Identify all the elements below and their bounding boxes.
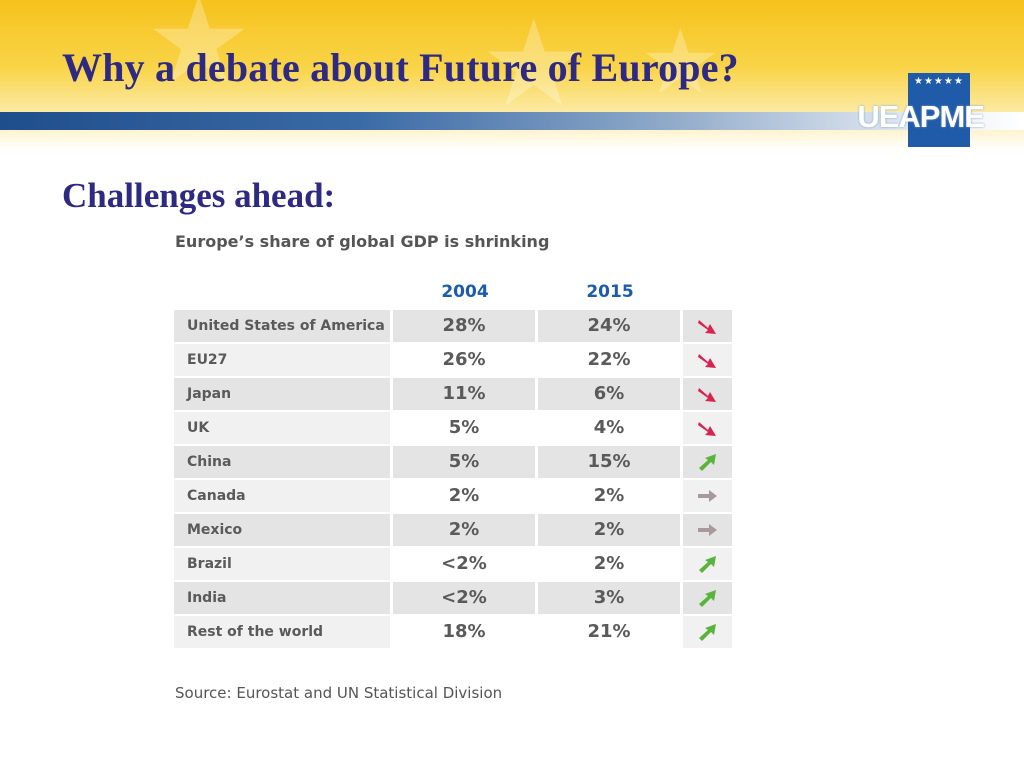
table-row: UK 5% 4% (174, 412, 732, 444)
value-2015: 4% (538, 412, 680, 444)
value-2015: 24% (538, 310, 680, 342)
header-banner: ★ ★ ★ (0, 0, 1024, 150)
row-label: India (174, 582, 390, 614)
row-label: Canada (174, 480, 390, 512)
arrow-up-right-icon (699, 590, 716, 607)
value-2004: <2% (393, 582, 535, 614)
row-label: Brazil (174, 548, 390, 580)
table-row: United States of America 28% 24% (174, 310, 732, 342)
row-label: Rest of the world (174, 616, 390, 648)
value-2004: 5% (393, 446, 535, 478)
trend-cell (683, 616, 732, 648)
page-title: Why a debate about Future of Europe? (62, 45, 739, 90)
table-row: China 5% 15% (174, 446, 732, 478)
table-row: India <2% 3% (174, 582, 732, 614)
trend-cell (683, 310, 732, 342)
decorative-star-icon: ★ (480, 0, 588, 134)
trend-cell (683, 412, 732, 444)
arrow-up-right-icon (699, 556, 716, 573)
value-2015: 2% (538, 548, 680, 580)
value-2015: 22% (538, 344, 680, 376)
column-header-2004: 2004 (441, 282, 489, 302)
arrow-down-right-icon (698, 422, 716, 436)
trend-cell (683, 378, 732, 410)
value-2004: 5% (393, 412, 535, 444)
table-row: Mexico 2% 2% (174, 514, 732, 546)
header-band (0, 112, 1024, 130)
arrow-down-right-icon (698, 388, 716, 402)
value-2004: 18% (393, 616, 535, 648)
value-2015: 15% (538, 446, 680, 478)
trend-cell (683, 514, 732, 546)
value-2004: 2% (393, 514, 535, 546)
table-row: Rest of the world 18% 21% (174, 616, 732, 648)
arrow-up-right-icon (699, 624, 716, 641)
value-2004: 28% (393, 310, 535, 342)
logo-stars-icon: ★★★★★ (914, 76, 964, 87)
value-2004: 11% (393, 378, 535, 410)
gdp-share-table: 2004 2015 United States of America 28% 24%… (174, 278, 734, 648)
value-2015: 21% (538, 616, 680, 648)
trend-cell (683, 344, 732, 376)
row-label: Mexico (174, 514, 390, 546)
section-heading: Challenges ahead: (62, 176, 336, 215)
value-2004: 26% (393, 344, 535, 376)
table-row: Japan 11% 6% (174, 378, 732, 410)
arrow-right-icon (698, 490, 717, 502)
column-header-2015: 2015 (586, 282, 634, 302)
logo-text: UEAPME (857, 99, 985, 134)
value-2015: 6% (538, 378, 680, 410)
arrow-right-icon (698, 524, 717, 536)
value-2004: <2% (393, 548, 535, 580)
row-label: Japan (174, 378, 390, 410)
value-2004: 2% (393, 480, 535, 512)
arrow-down-right-icon (698, 320, 716, 334)
trend-cell (683, 480, 732, 512)
value-2015: 2% (538, 480, 680, 512)
table-row: EU27 26% 22% (174, 344, 732, 376)
row-label: United States of America (174, 310, 390, 342)
decorative-star-icon: ★ (145, 0, 253, 111)
row-label: EU27 (174, 344, 390, 376)
table-row: Canada 2% 2% (174, 480, 732, 512)
trend-cell (683, 446, 732, 478)
trend-cell (683, 548, 732, 580)
table-row: Brazil <2% 2% (174, 548, 732, 580)
trend-cell (683, 582, 732, 614)
table-title: Europe’s share of global GDP is shrinkin… (175, 232, 550, 251)
row-label: UK (174, 412, 390, 444)
ueapme-logo: ★★★★★ UEAPME (857, 73, 985, 147)
source-note: Source: Eurostat and UN Statistical Divi… (175, 684, 503, 702)
row-label: China (174, 446, 390, 478)
decorative-star-icon: ★ (640, 10, 721, 115)
arrow-up-right-icon (699, 454, 716, 471)
value-2015: 3% (538, 582, 680, 614)
arrow-down-right-icon (698, 354, 716, 368)
value-2015: 2% (538, 514, 680, 546)
